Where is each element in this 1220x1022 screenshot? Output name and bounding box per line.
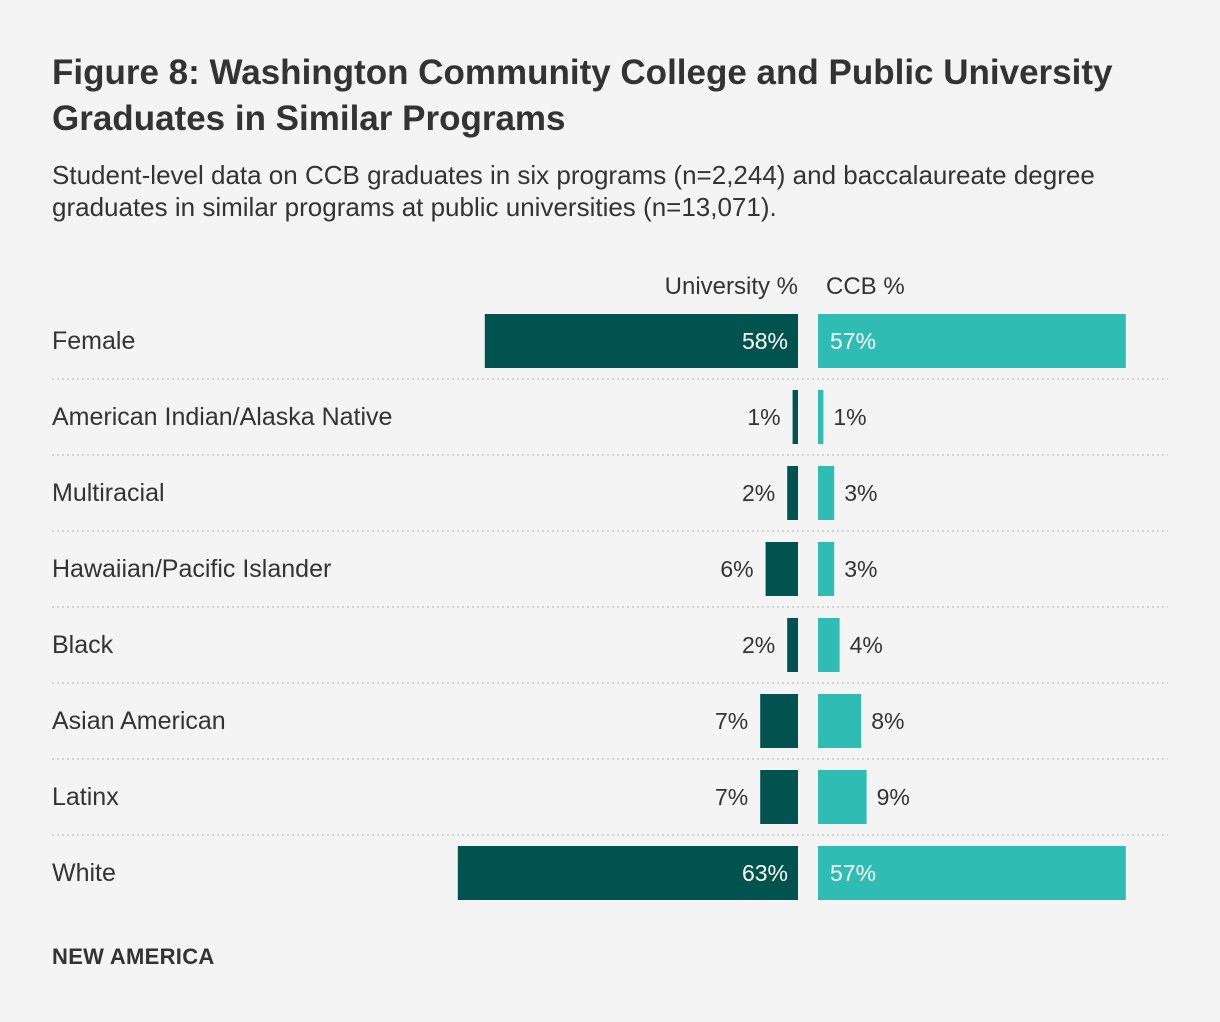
university-value-label: 7% [715,784,748,810]
chart-title: Figure 8: Washington Community College a… [52,53,1113,138]
university-bar [760,770,798,824]
category-label: Multiracial [52,479,165,507]
university-value-label: 2% [742,632,775,658]
category-label: Black [52,631,114,659]
university-bar [787,466,798,520]
ccb-bar [818,314,1126,368]
ccb-value-label: 3% [844,480,877,506]
category-label: American Indian/Alaska Native [52,403,392,431]
university-bar [760,694,798,748]
ccb-bar [818,542,835,596]
university-bar [787,618,798,672]
category-label: Latinx [52,783,119,811]
ccb-bar [818,770,867,824]
ccb-value-label: 4% [850,632,883,658]
legend-university: University % [665,273,798,300]
butterfly-bar-chart: University % CCB % Female 58% 57% American In… [52,273,1168,900]
category-label: Female [52,327,135,355]
chart-subtitle: Student-level data on CCB graduates in s… [52,160,1095,222]
university-bar [792,390,798,444]
university-value-label: 63% [742,860,788,886]
ccb-bar [818,846,1126,900]
category-label: White [52,859,116,887]
ccb-value-label: 9% [877,784,910,810]
ccb-value-label: 1% [833,404,866,430]
ccb-bar [818,466,835,520]
university-value-label: 2% [742,480,775,506]
ccb-bar [818,694,862,748]
ccb-value-label: 57% [830,328,876,354]
category-label: Asian American [52,707,226,735]
ccb-value-label: 8% [871,708,904,734]
university-bar [457,846,798,900]
ccb-bar [818,390,824,444]
brand-footer: NEW AMERICA [52,944,215,969]
university-value-label: 7% [715,708,748,734]
ccb-value-label: 3% [844,556,877,582]
university-value-label: 6% [720,556,753,582]
university-bar [765,542,798,596]
ccb-value-label: 57% [830,860,876,886]
university-bar [484,314,798,368]
university-value-label: 1% [747,404,780,430]
ccb-bar [818,618,840,672]
category-label: Hawaiian/Pacific Islander [52,555,331,583]
university-value-label: 58% [742,328,788,354]
legend-ccb: CCB % [826,273,905,300]
